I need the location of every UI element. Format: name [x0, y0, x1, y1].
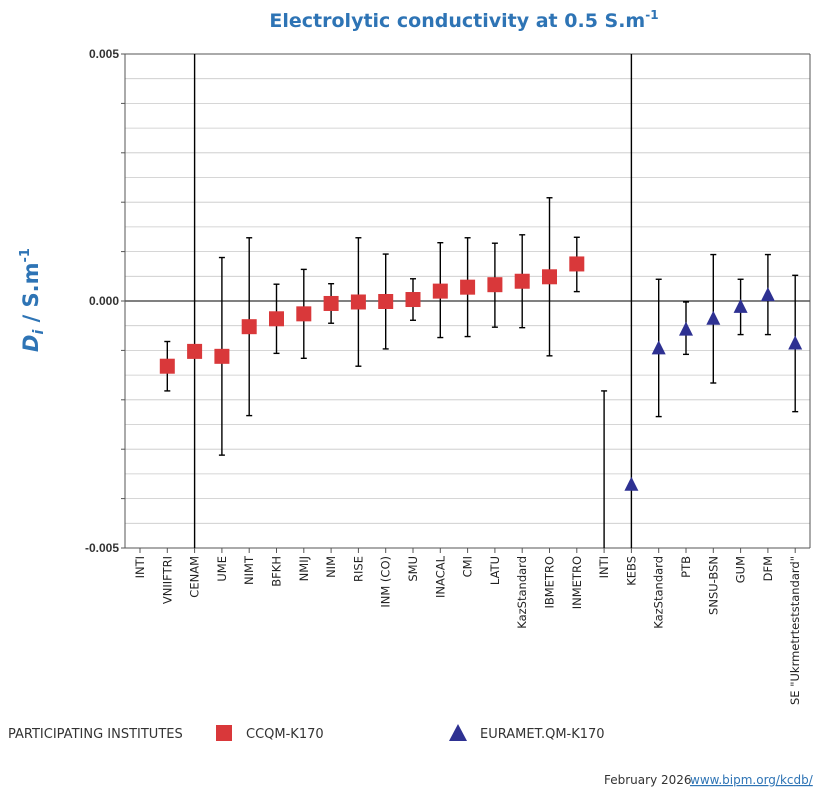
data-markers [159, 256, 803, 491]
legend-square-marker [216, 725, 232, 741]
x-tick-label: INTI [133, 556, 147, 578]
square-marker [350, 294, 366, 310]
square-marker [405, 292, 421, 308]
square-marker [187, 343, 203, 359]
x-tick-label: INMETRO [570, 556, 584, 609]
square-marker [296, 306, 312, 322]
x-tick-label: UME [215, 556, 229, 582]
x-tick-label: NIMT [242, 555, 256, 585]
triangle-marker [760, 287, 775, 302]
square-marker [269, 311, 284, 327]
x-tick-label: NIM [324, 556, 338, 578]
square-marker [569, 256, 585, 272]
x-tick-label: GUM [734, 556, 748, 583]
y-axis-label: Di / S.m-1 [18, 248, 47, 352]
x-tick-label: SMU [406, 556, 420, 582]
y-tick-label: 0.005 [89, 47, 119, 61]
chart-title: Electrolytic conductivity at 0.5 S.m-1 [269, 8, 658, 32]
legend-label-euramet: EURAMET.QM-K170 [480, 727, 605, 742]
square-marker [487, 277, 503, 293]
x-tick-label: KEBS [624, 556, 638, 586]
x-tick-label: BFKH [270, 556, 284, 587]
x-tick-label: PTB [679, 556, 693, 578]
x-tick-label: LATU [488, 556, 502, 585]
x-tick-label: KazStandard [515, 556, 529, 629]
x-tick-label: CMI [461, 556, 475, 577]
square-marker [542, 269, 557, 285]
legend-label-ccqm: CCQM-K170 [246, 727, 324, 742]
square-marker [378, 293, 394, 309]
y-tick-labels: 0.005 0.000 -0.005 [85, 47, 119, 555]
y-tick-label: -0.005 [85, 541, 119, 555]
square-marker [214, 348, 230, 364]
x-tick-label: INTI [597, 556, 611, 578]
x-tick-label: INM (CO) [379, 556, 393, 608]
square-marker [159, 358, 175, 374]
x-tick-label: VNIIFTRI [160, 556, 174, 604]
legend-heading: PARTICIPATING INSTITUTES [8, 727, 183, 742]
triangle-marker [733, 298, 748, 313]
x-tick-label: INACAL [433, 555, 447, 598]
footer-link[interactable]: www.bipm.org/kcdb/ [690, 773, 814, 787]
axes [121, 53, 811, 553]
x-tick-label: SE "Ukrmetrteststandard" [788, 556, 802, 705]
square-marker [323, 295, 339, 311]
triangle-marker [624, 476, 639, 491]
x-tick-label: SNSU-BSN [706, 556, 720, 615]
triangle-marker [679, 321, 693, 336]
x-tick-label: KazStandard [652, 556, 666, 629]
square-marker [241, 319, 257, 335]
x-tick-label: DFM [761, 556, 775, 581]
x-tick-label: NMIJ [297, 556, 311, 581]
footer-date: February 2026 [604, 773, 692, 787]
x-tick-label: IBMETRO [543, 556, 557, 609]
triangle-marker [788, 335, 803, 350]
x-tick-label: CENAM [188, 556, 202, 598]
legend-triangle-marker [449, 724, 467, 741]
square-marker [460, 279, 476, 295]
triangle-marker [651, 340, 666, 355]
y-tick-label: 0.000 [89, 294, 119, 308]
square-marker [514, 273, 530, 289]
legend: PARTICIPATING INSTITUTES CCQM-K170 EURAM… [8, 724, 605, 742]
x-tick-labels: INTI VNIIFTRI CENAM UME NIMT BFKH NMIJ NIM RISE I… [133, 555, 802, 705]
square-marker [432, 283, 448, 299]
triangle-marker [706, 310, 721, 325]
x-tick-label: RISE [351, 556, 365, 582]
